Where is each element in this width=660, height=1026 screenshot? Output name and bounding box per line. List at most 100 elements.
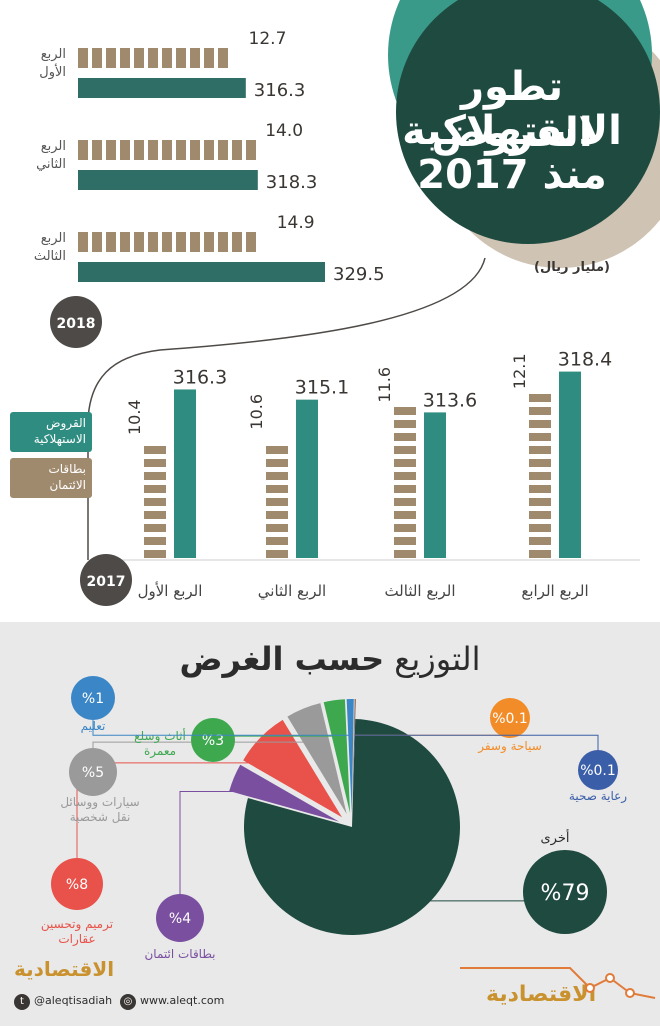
- quarter-label-2017: الربع الرابع: [521, 582, 588, 600]
- card-bar-segment-2018: [148, 140, 158, 160]
- loan-bar-2017: [174, 389, 196, 558]
- card-bar-segment-2017: [394, 485, 416, 493]
- card-bar-segment-2018: [204, 140, 214, 160]
- pie-value-badge: [156, 894, 204, 942]
- pie-title-bold: حسب الغرض: [179, 640, 385, 678]
- card-bar-segment-2017: [529, 394, 551, 402]
- card-bar-segment-2017: [144, 459, 166, 467]
- card-bar-segment-2018: [218, 140, 228, 160]
- title-circle: [396, 0, 660, 244]
- card-bar-segment-2018: [204, 48, 214, 68]
- card-bar-segment-2018: [218, 232, 228, 252]
- card-bar-segment-2017: [144, 511, 166, 519]
- loan-bar-2018: [78, 78, 246, 98]
- pie-value-badge: [51, 858, 103, 910]
- card-bar-segment-2017: [529, 459, 551, 467]
- card-bar-segment-2018: [120, 140, 130, 160]
- year-badge-2018: [50, 296, 102, 348]
- card-bar-segment-2017: [394, 420, 416, 428]
- footer-brand: الاقتصادية: [14, 957, 115, 981]
- quarter-label-2018: الثاني: [36, 157, 66, 172]
- card-bar-segment-2018: [134, 140, 144, 160]
- loan-bar-2018: [78, 170, 258, 190]
- loan-value-2017: 313.6: [423, 389, 477, 411]
- card-bar-segment-2018: [190, 140, 200, 160]
- pie-category-label: أخرى: [541, 829, 570, 846]
- card-bar-segment-2018: [106, 48, 116, 68]
- card-bar-segment-2018: [78, 48, 88, 68]
- pie-category-label: سيارات ووسائل: [60, 795, 139, 810]
- card-bar-segment-2017: [529, 550, 551, 558]
- pie-title-light: التوزيع: [394, 640, 481, 678]
- pie-category-label: أثاث وسلع: [134, 728, 186, 744]
- card-value-2017: 11.6: [375, 367, 394, 403]
- card-bar-segment-2017: [394, 537, 416, 545]
- pie-category-label: معمرة: [144, 744, 176, 759]
- card-bar-segment-2017: [266, 446, 288, 454]
- card-bar-segment-2018: [162, 140, 172, 160]
- card-bar-segment-2018: [92, 48, 102, 68]
- loan-bar-2017: [296, 399, 318, 558]
- card-bar-segment-2017: [266, 537, 288, 545]
- card-bar-segment-2017: [394, 472, 416, 480]
- pie-value-label: %79: [541, 881, 590, 906]
- card-bar-segment-2017: [394, 550, 416, 558]
- twitter-icon: t: [14, 994, 30, 1010]
- loan-bar-2017: [424, 412, 446, 558]
- pie-slice: [352, 699, 355, 814]
- card-bar-segment-2018: [176, 140, 186, 160]
- card-bar-segment-2017: [266, 550, 288, 558]
- card-bar-segment-2017: [529, 407, 551, 415]
- pie-value-label: %1: [82, 691, 104, 707]
- card-bar-segment-2017: [529, 537, 551, 545]
- title-line-3: منذ 2017: [417, 152, 607, 198]
- quarter-label-2018: الربع: [41, 231, 66, 246]
- pie-value-badge: [71, 676, 115, 720]
- card-bar-segment-2017: [394, 511, 416, 519]
- title-line-2: الاستهلاكية: [402, 108, 622, 154]
- pie-value-badge: [490, 698, 530, 738]
- card-bar-segment-2017: [529, 524, 551, 532]
- card-bar-segment-2018: [92, 232, 102, 252]
- loan-value-2018: 318.3: [266, 172, 318, 193]
- pie-slice: [287, 703, 347, 815]
- card-bar-segment-2017: [394, 459, 416, 467]
- unit-label: (مليار ريال): [534, 260, 610, 275]
- card-bar-segment-2017: [529, 511, 551, 519]
- card-bar-segment-2017: [266, 472, 288, 480]
- pie-value-badge: [523, 850, 607, 934]
- loan-value-2017: 316.3: [173, 366, 227, 388]
- pie-slice: [244, 719, 460, 935]
- card-bar-segment-2017: [144, 524, 166, 532]
- pie-category-label: ترميم وتحسين: [41, 917, 113, 932]
- year-badge-2017: [80, 554, 132, 606]
- purpose-distribution-section: التوزيع حسب الغرض %79 أخرى %4 بطاقات ائتمان…: [0, 622, 660, 1026]
- card-bar-segment-2017: [529, 446, 551, 454]
- consumer-loans-chart: الربعالأول12.7316.3الربعالثاني14.0318.3ا…: [34, 0, 660, 606]
- website-url: www.aleqt.com: [140, 994, 225, 1007]
- pie-slice: [323, 699, 351, 814]
- pie-slice: [346, 699, 354, 814]
- card-bar-segment-2018: [232, 232, 242, 252]
- card-value-2018: 14.0: [265, 121, 303, 141]
- card-bar-segment-2018: [120, 232, 130, 252]
- card-value-2017: 10.4: [125, 399, 144, 435]
- card-bar-segment-2018: [246, 140, 256, 160]
- card-bar-segment-2017: [144, 498, 166, 506]
- quarter-label-2017: الربع الأول: [138, 581, 203, 600]
- card-value-2017: 12.1: [510, 353, 529, 389]
- year-label-2018: 2018: [57, 316, 96, 332]
- legend-consumer-loans-label: القروض الاستهلاكية: [33, 416, 86, 446]
- card-bar-segment-2017: [266, 511, 288, 519]
- chart-2017: 10.4 316.3 الربع الأول 10.6 315.1 الربع الثان…: [80, 349, 640, 606]
- card-bar-segment-2018: [106, 140, 116, 160]
- card-bar-segment-2017: [394, 498, 416, 506]
- pie-value-badge: [578, 750, 618, 790]
- card-bar-segment-2017: [394, 407, 416, 415]
- card-bar-segment-2017: [266, 524, 288, 532]
- card-bar-segment-2017: [266, 485, 288, 493]
- pie-title: التوزيع حسب الغرض: [0, 640, 660, 678]
- chart-2018: الربعالأول12.7316.3الربعالثاني14.0318.3ا…: [34, 29, 385, 348]
- pie-category-label: عقارات: [58, 932, 95, 947]
- card-bar-segment-2017: [529, 472, 551, 480]
